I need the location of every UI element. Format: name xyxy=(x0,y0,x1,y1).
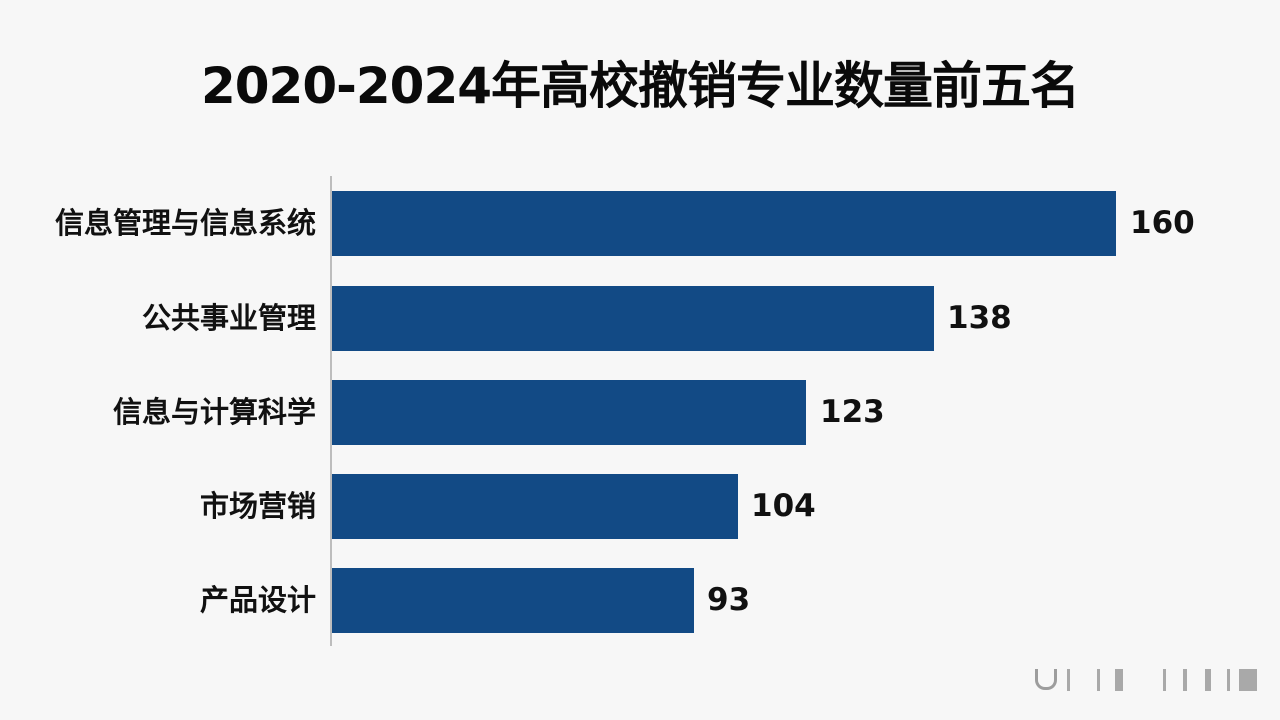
bar-row: 信息管理与信息系统 160 xyxy=(0,191,1280,256)
bar-row: 市场营销 104 xyxy=(0,474,1280,539)
y-axis-line xyxy=(330,176,332,646)
value-label: 160 xyxy=(1130,205,1195,241)
value-label: 123 xyxy=(820,394,885,430)
category-label: 信息与计算科学 xyxy=(112,395,316,429)
bar xyxy=(332,380,806,445)
bar xyxy=(332,474,738,539)
bar xyxy=(332,568,694,633)
category-label: 公共事业管理 xyxy=(141,301,316,335)
bar xyxy=(332,191,1116,256)
bar-row: 公共事业管理 138 xyxy=(0,286,1280,351)
category-label: 信息管理与信息系统 xyxy=(54,206,316,240)
category-label: 产品设计 xyxy=(199,583,316,617)
bar-row: 产品设计 93 xyxy=(0,568,1280,633)
category-label: 市场营销 xyxy=(199,489,316,523)
value-label: 138 xyxy=(947,300,1012,336)
bar xyxy=(332,286,934,351)
chart-title: 2020-2024年高校撤销专业数量前五名 xyxy=(200,57,1080,115)
watermark-logo xyxy=(1035,665,1260,695)
value-label: 104 xyxy=(751,488,816,524)
value-label: 93 xyxy=(707,582,751,618)
bar-row: 信息与计算科学 123 xyxy=(0,380,1280,445)
